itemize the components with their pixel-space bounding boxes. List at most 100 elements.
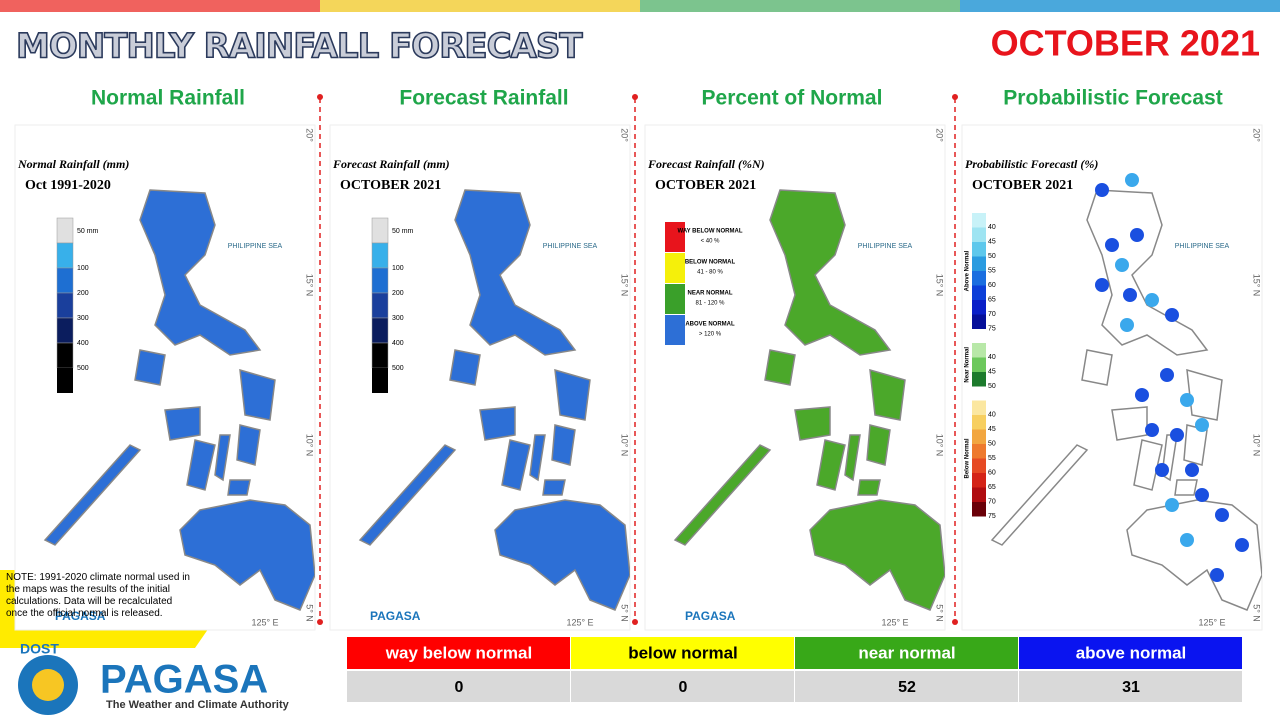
legend-swatch xyxy=(56,242,74,269)
sea-label: PHILIPPINE SEA xyxy=(228,243,283,250)
table-header-cell xyxy=(571,637,794,669)
legend-group: Near Normal xyxy=(965,347,971,383)
station xyxy=(1123,288,1137,302)
strip xyxy=(320,0,640,12)
station xyxy=(1095,278,1109,292)
table-header: above normal xyxy=(1076,643,1187,662)
legend-label: BELOW NORMAL xyxy=(685,260,736,266)
lat-label: 15° N xyxy=(305,274,315,297)
legend-swatch xyxy=(972,242,986,257)
divider-end xyxy=(632,619,638,625)
legend-step: 60 xyxy=(988,469,996,476)
legend-step: 50 xyxy=(988,253,996,260)
table-value: 31 xyxy=(1122,679,1140,696)
lat-label: 20° xyxy=(620,128,630,142)
legend-label: NEAR NORMAL xyxy=(688,291,733,297)
station xyxy=(1105,238,1119,252)
brand-label: PAGASA xyxy=(685,609,736,623)
legend-range: < 40 % xyxy=(701,239,721,245)
legend-swatch xyxy=(972,271,986,286)
legend-swatch xyxy=(56,292,74,319)
legend-swatch xyxy=(972,444,986,459)
panel-heading: Probabilistic Forecast xyxy=(1003,87,1222,110)
station xyxy=(1115,258,1129,272)
legend-label: 400 xyxy=(392,340,404,347)
legend-range: 81 - 120 % xyxy=(695,301,725,307)
station xyxy=(1195,418,1209,432)
legend-swatch xyxy=(371,342,389,369)
legend-step: 55 xyxy=(988,455,996,462)
logo-agency: DOST xyxy=(20,641,59,657)
sea-label: PHILIPPINE SEA xyxy=(543,243,598,250)
legend-step: 40 xyxy=(988,411,996,418)
legend-swatch xyxy=(972,300,986,315)
legend-swatch xyxy=(56,267,74,294)
legend-swatch xyxy=(972,256,986,271)
legend-step: 70 xyxy=(988,498,996,505)
sea-label: PHILIPPINE SEA xyxy=(1175,243,1230,250)
sea-label: PHILIPPINE SEA xyxy=(858,243,913,250)
legend-label: 50 mm xyxy=(392,228,414,235)
lat-label: 5° N xyxy=(1252,604,1262,622)
legend-swatch xyxy=(972,285,986,300)
legend-swatch xyxy=(371,317,389,344)
legend-swatch xyxy=(972,487,986,502)
legend-swatch xyxy=(972,458,986,473)
legend-step: 65 xyxy=(988,296,996,303)
map-title: Normal Rainfall (mm) xyxy=(17,157,129,171)
station xyxy=(1195,488,1209,502)
lon-label: 125° E xyxy=(881,617,908,627)
table-header-cell xyxy=(1019,637,1242,669)
legend-label: 200 xyxy=(77,290,89,297)
title: MONTHLY RAINFALL FORECAST xyxy=(16,27,583,67)
table-header: below normal xyxy=(628,643,738,662)
legend-step: 45 xyxy=(988,426,996,433)
station xyxy=(1185,463,1199,477)
legend-range: 41 - 80 % xyxy=(697,270,723,276)
legend-step: 70 xyxy=(988,311,996,318)
legend-swatch xyxy=(972,357,986,372)
legend-swatch xyxy=(371,242,389,269)
legend-step: 65 xyxy=(988,484,996,491)
lat-label: 10° N xyxy=(935,434,945,457)
table-cell xyxy=(571,671,794,702)
map-subtitle: Oct 1991-2020 xyxy=(25,178,111,193)
table-cell xyxy=(795,671,1018,702)
map-subtitle: OCTOBER 2021 xyxy=(655,178,756,193)
legend-swatch xyxy=(972,213,986,228)
station xyxy=(1145,423,1159,437)
legend-label: 400 xyxy=(77,340,89,347)
logo: DOST PAGASA The Weather and Climate Auth… xyxy=(18,641,290,715)
divider-end xyxy=(317,619,323,625)
station xyxy=(1120,318,1134,332)
legend-swatch xyxy=(56,317,74,344)
legend-group: Above Normal xyxy=(965,250,971,291)
legend-swatch xyxy=(56,342,74,369)
logo-tagline: The Weather and Climate Authority xyxy=(106,699,290,711)
legend-swatch xyxy=(972,343,986,358)
station xyxy=(1210,568,1224,582)
station xyxy=(1180,533,1194,547)
legend-swatch xyxy=(972,314,986,329)
lat-label: 10° N xyxy=(620,434,630,457)
table-header-cell xyxy=(347,637,570,669)
logo-name: PAGASA xyxy=(100,658,268,702)
legend-label: 100 xyxy=(392,265,404,272)
brand-label: PAGASA xyxy=(370,609,421,623)
map-title: Probabilistic Forecastl (%) xyxy=(965,157,1098,171)
note: NOTE: 1991-2020 climate normal used in t… xyxy=(6,572,190,619)
legend-swatch xyxy=(972,502,986,517)
legend-step: 60 xyxy=(988,282,996,289)
station xyxy=(1160,368,1174,382)
legend-swatch xyxy=(665,253,685,283)
table-cell xyxy=(1019,671,1242,702)
table-header: near normal xyxy=(858,643,955,662)
legend-step: 55 xyxy=(988,267,996,274)
legend-swatch xyxy=(665,222,685,252)
legend-step: 75 xyxy=(988,325,996,332)
legend-swatch xyxy=(972,372,986,387)
lon-label: 125° E xyxy=(1198,617,1225,627)
panel-heading: Forecast Rainfall xyxy=(399,87,568,110)
panel-heading: Percent of Normal xyxy=(702,87,883,110)
